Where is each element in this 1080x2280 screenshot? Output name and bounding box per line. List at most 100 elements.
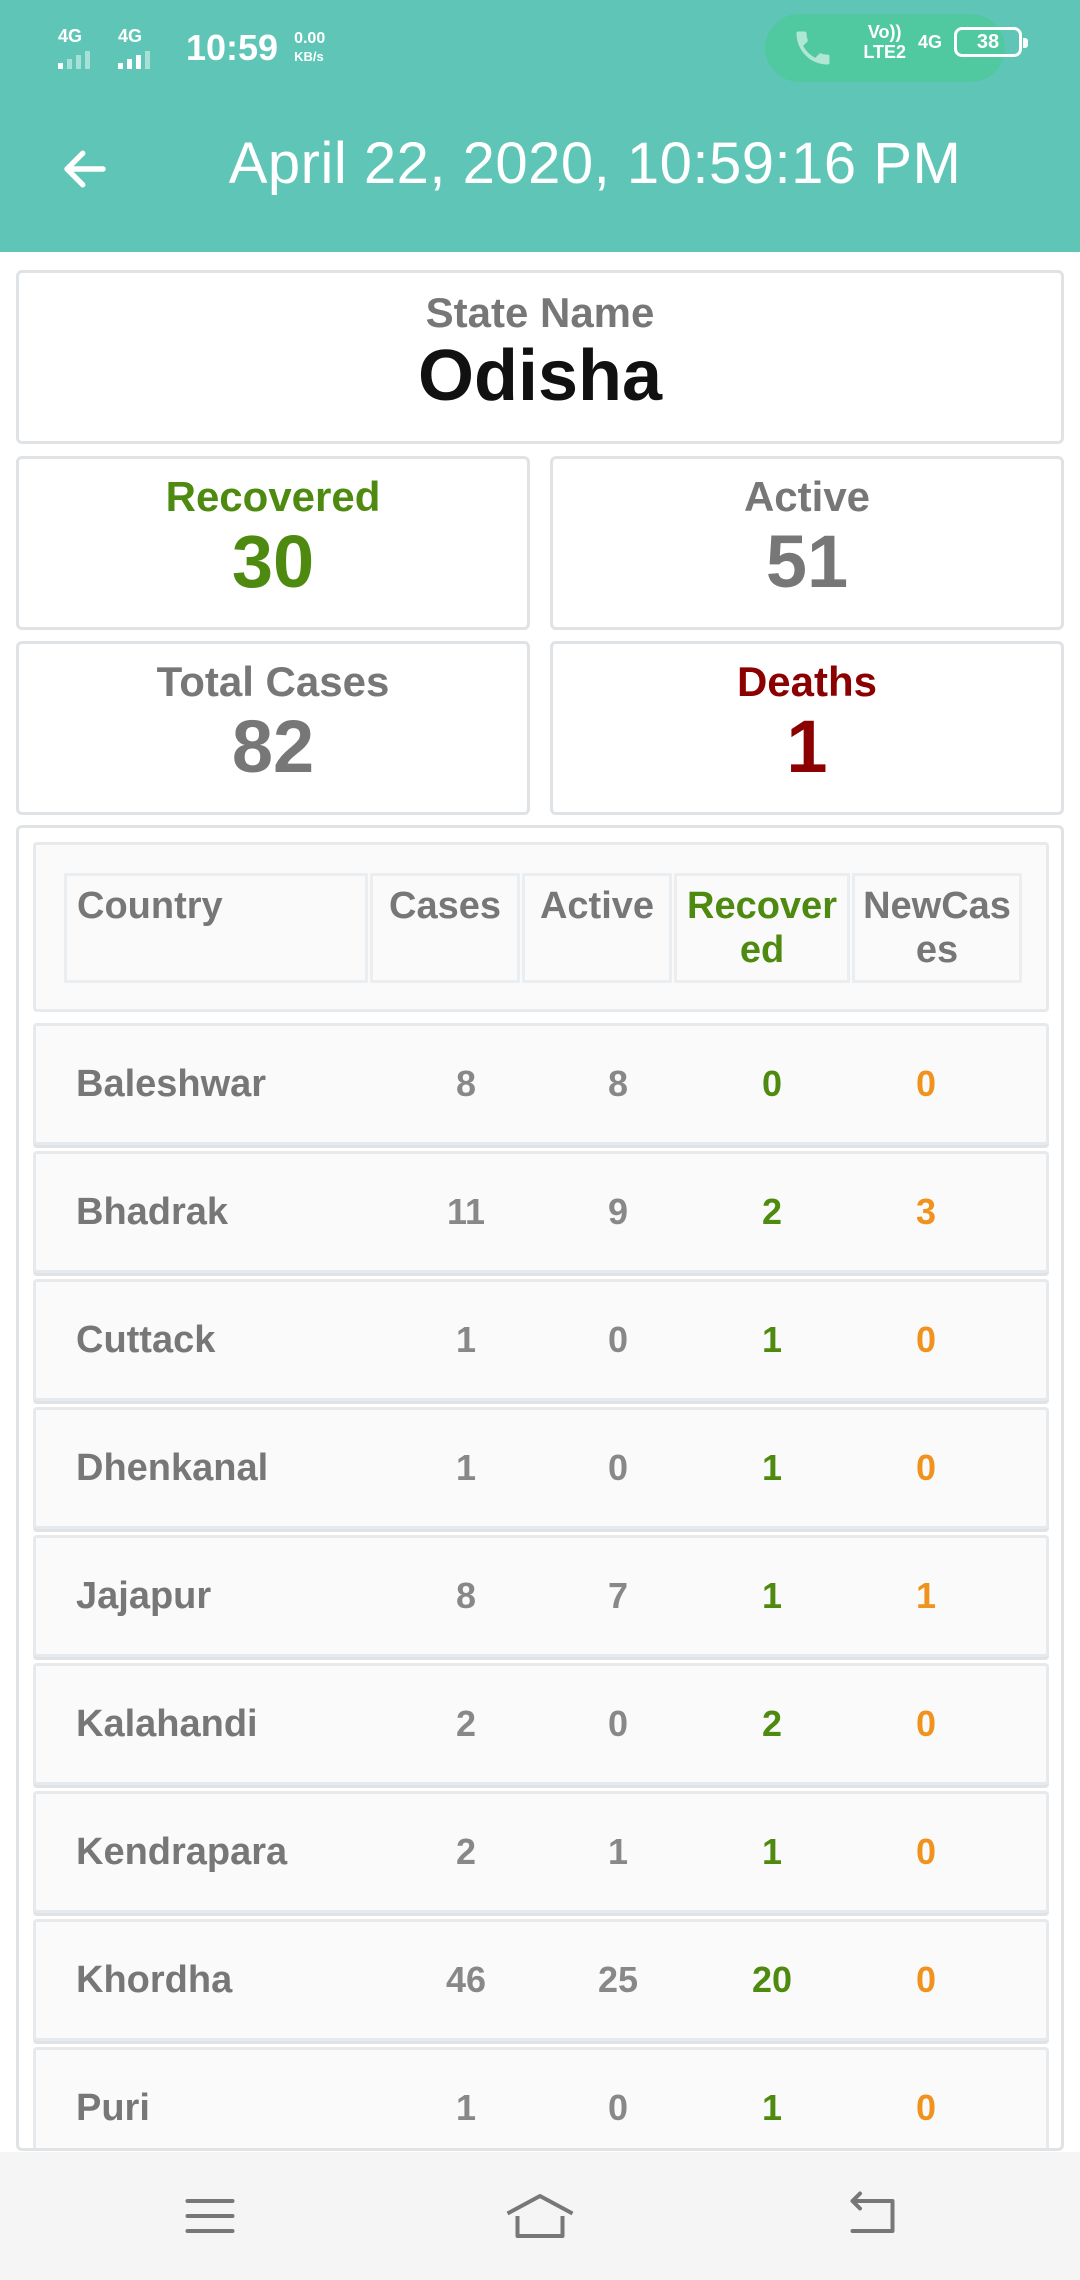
table-row[interactable]: Puri 1 0 1 0 bbox=[33, 2047, 1049, 2148]
volte-indicator: Vo)) LTE2 bbox=[863, 22, 906, 62]
district-cases: 8 bbox=[455, 1575, 477, 1616]
district-new-cases: 0 bbox=[915, 1959, 937, 2000]
district-new-cases: 0 bbox=[915, 1063, 937, 1104]
district-active: 25 bbox=[597, 1959, 639, 2000]
active-label: Active bbox=[743, 473, 871, 520]
network-speed: 0.00 KB/s bbox=[294, 30, 325, 66]
back-arrow-icon[interactable] bbox=[58, 142, 112, 196]
menu-icon[interactable] bbox=[180, 2186, 240, 2246]
table-row[interactable]: Bhadrak 11 9 2 3 bbox=[33, 1151, 1049, 1273]
district-cases: 1 bbox=[455, 2087, 477, 2128]
district-new-cases: 1 bbox=[915, 1575, 937, 1616]
district-new-cases: 0 bbox=[915, 1319, 937, 1360]
district-active: 0 bbox=[607, 1703, 629, 1744]
header-active[interactable]: Active bbox=[522, 873, 672, 983]
sim1-signal-bars-icon bbox=[58, 49, 90, 69]
total-cases-value: 82 bbox=[231, 705, 315, 788]
status-bar-left: 4G 4G 10:59 0.00 KB/s bbox=[58, 18, 325, 78]
mobile-data-indicator: 4G bbox=[917, 32, 942, 52]
phone-icon bbox=[796, 31, 830, 65]
deaths-card: Deaths 1 bbox=[550, 641, 1064, 815]
district-recovered: 1 bbox=[761, 1831, 783, 1872]
top-app-bar: 4G 4G 10:59 0.00 KB/s Vo)) LTE2 4G 38 bbox=[0, 0, 1080, 252]
district-active: 1 bbox=[607, 1831, 629, 1872]
district-recovered: 0 bbox=[761, 1063, 783, 1104]
page-title: April 22, 2020, 10:59:16 PM bbox=[228, 131, 962, 196]
district-cases: 46 bbox=[445, 1959, 487, 2000]
state-name-card: State Name Odisha bbox=[16, 270, 1064, 444]
district-active: 8 bbox=[607, 1063, 629, 1104]
table-row[interactable]: Cuttack 1 0 1 0 bbox=[33, 1279, 1049, 1401]
district-new-cases: 0 bbox=[915, 2087, 937, 2128]
network-speed-unit: KB/s bbox=[294, 49, 324, 64]
header-recovered[interactable]: Recovered bbox=[674, 873, 850, 983]
district-recovered: 1 bbox=[761, 1319, 783, 1360]
district-cases: 2 bbox=[455, 1831, 477, 1872]
district-active: 0 bbox=[607, 2087, 629, 2128]
volte-label: Vo)) bbox=[867, 22, 902, 42]
table-row[interactable]: Khordha 46 25 20 0 bbox=[33, 1919, 1049, 2041]
district-new-cases: 0 bbox=[915, 1703, 937, 1744]
deaths-value: 1 bbox=[786, 705, 828, 788]
table-row[interactable]: Baleshwar 8 8 0 0 bbox=[33, 1023, 1049, 1145]
table-row[interactable]: Dhenkanal 1 0 1 0 bbox=[33, 1407, 1049, 1529]
district-new-cases: 0 bbox=[915, 1447, 937, 1488]
active-card: Active 51 bbox=[550, 456, 1064, 630]
state-name-label: State Name bbox=[425, 289, 655, 336]
active-value: 51 bbox=[765, 520, 849, 603]
table-row[interactable]: Jajapur 8 7 1 1 bbox=[33, 1535, 1049, 1657]
district-recovered: 1 bbox=[761, 2087, 783, 2128]
state-name-value: Odisha bbox=[417, 336, 663, 416]
district-recovered: 2 bbox=[761, 1191, 783, 1232]
table-row[interactable]: Kalahandi 2 0 2 0 bbox=[33, 1663, 1049, 1785]
district-table[interactable]: Country Cases Active Recovered NewCases … bbox=[16, 825, 1064, 2151]
sim2-signal-bars-icon bbox=[118, 49, 150, 69]
district-active: 7 bbox=[607, 1575, 629, 1616]
district-cases: 11 bbox=[446, 1191, 486, 1232]
district-new-cases: 3 bbox=[915, 1191, 937, 1232]
ongoing-call-pill[interactable] bbox=[765, 14, 1005, 82]
district-name: Baleshwar bbox=[76, 1063, 267, 1105]
district-cases: 1 bbox=[455, 1447, 477, 1488]
sim1-signal: 4G bbox=[58, 27, 108, 69]
sim2-network-label: 4G bbox=[118, 26, 143, 46]
system-navigation-bar bbox=[0, 2152, 1080, 2280]
district-name: Kalahandi bbox=[76, 1703, 258, 1745]
table-row[interactable]: Kendrapara 2 1 1 0 bbox=[33, 1791, 1049, 1913]
district-name: Kendrapara bbox=[76, 1831, 288, 1873]
table-header: Country Cases Active Recovered NewCases bbox=[33, 842, 1049, 1012]
back-icon[interactable] bbox=[840, 2186, 900, 2246]
battery-level: 38 bbox=[976, 30, 1000, 53]
district-name: Dhenkanal bbox=[76, 1447, 269, 1489]
district-name: Cuttack bbox=[76, 1319, 216, 1361]
district-active: 9 bbox=[607, 1191, 629, 1232]
district-cases: 1 bbox=[455, 1319, 477, 1360]
district-cases: 8 bbox=[455, 1063, 477, 1104]
total-cases-card: Total Cases 82 bbox=[16, 641, 530, 815]
status-time: 10:59 bbox=[186, 27, 279, 68]
deaths-label: Deaths bbox=[736, 658, 878, 705]
recovered-label: Recovered bbox=[165, 473, 381, 520]
lte-label: LTE2 bbox=[863, 42, 906, 62]
district-name: Jajapur bbox=[76, 1575, 212, 1617]
district-name: Bhadrak bbox=[76, 1191, 229, 1233]
recovered-value: 30 bbox=[231, 520, 315, 603]
district-active: 0 bbox=[607, 1447, 629, 1488]
district-cases: 2 bbox=[455, 1703, 477, 1744]
network-speed-value: 0.00 bbox=[294, 30, 326, 47]
battery-icon: 38 bbox=[954, 27, 1028, 57]
header-country[interactable]: Country bbox=[64, 873, 368, 983]
district-recovered: 1 bbox=[761, 1447, 783, 1488]
district-recovered: 2 bbox=[761, 1703, 783, 1744]
district-recovered: 1 bbox=[761, 1575, 783, 1616]
header-new-cases[interactable]: NewCases bbox=[852, 873, 1022, 983]
total-cases-label: Total Cases bbox=[156, 658, 390, 705]
status-bar-right: Vo)) LTE2 4G 38 bbox=[863, 22, 1028, 62]
district-name: Khordha bbox=[76, 1959, 233, 2001]
district-name: Puri bbox=[76, 2087, 150, 2129]
district-new-cases: 0 bbox=[915, 1831, 937, 1872]
district-active: 0 bbox=[607, 1319, 629, 1360]
header-cases[interactable]: Cases bbox=[370, 873, 520, 983]
recovered-card: Recovered 30 bbox=[16, 456, 530, 630]
home-icon[interactable] bbox=[500, 2186, 580, 2246]
